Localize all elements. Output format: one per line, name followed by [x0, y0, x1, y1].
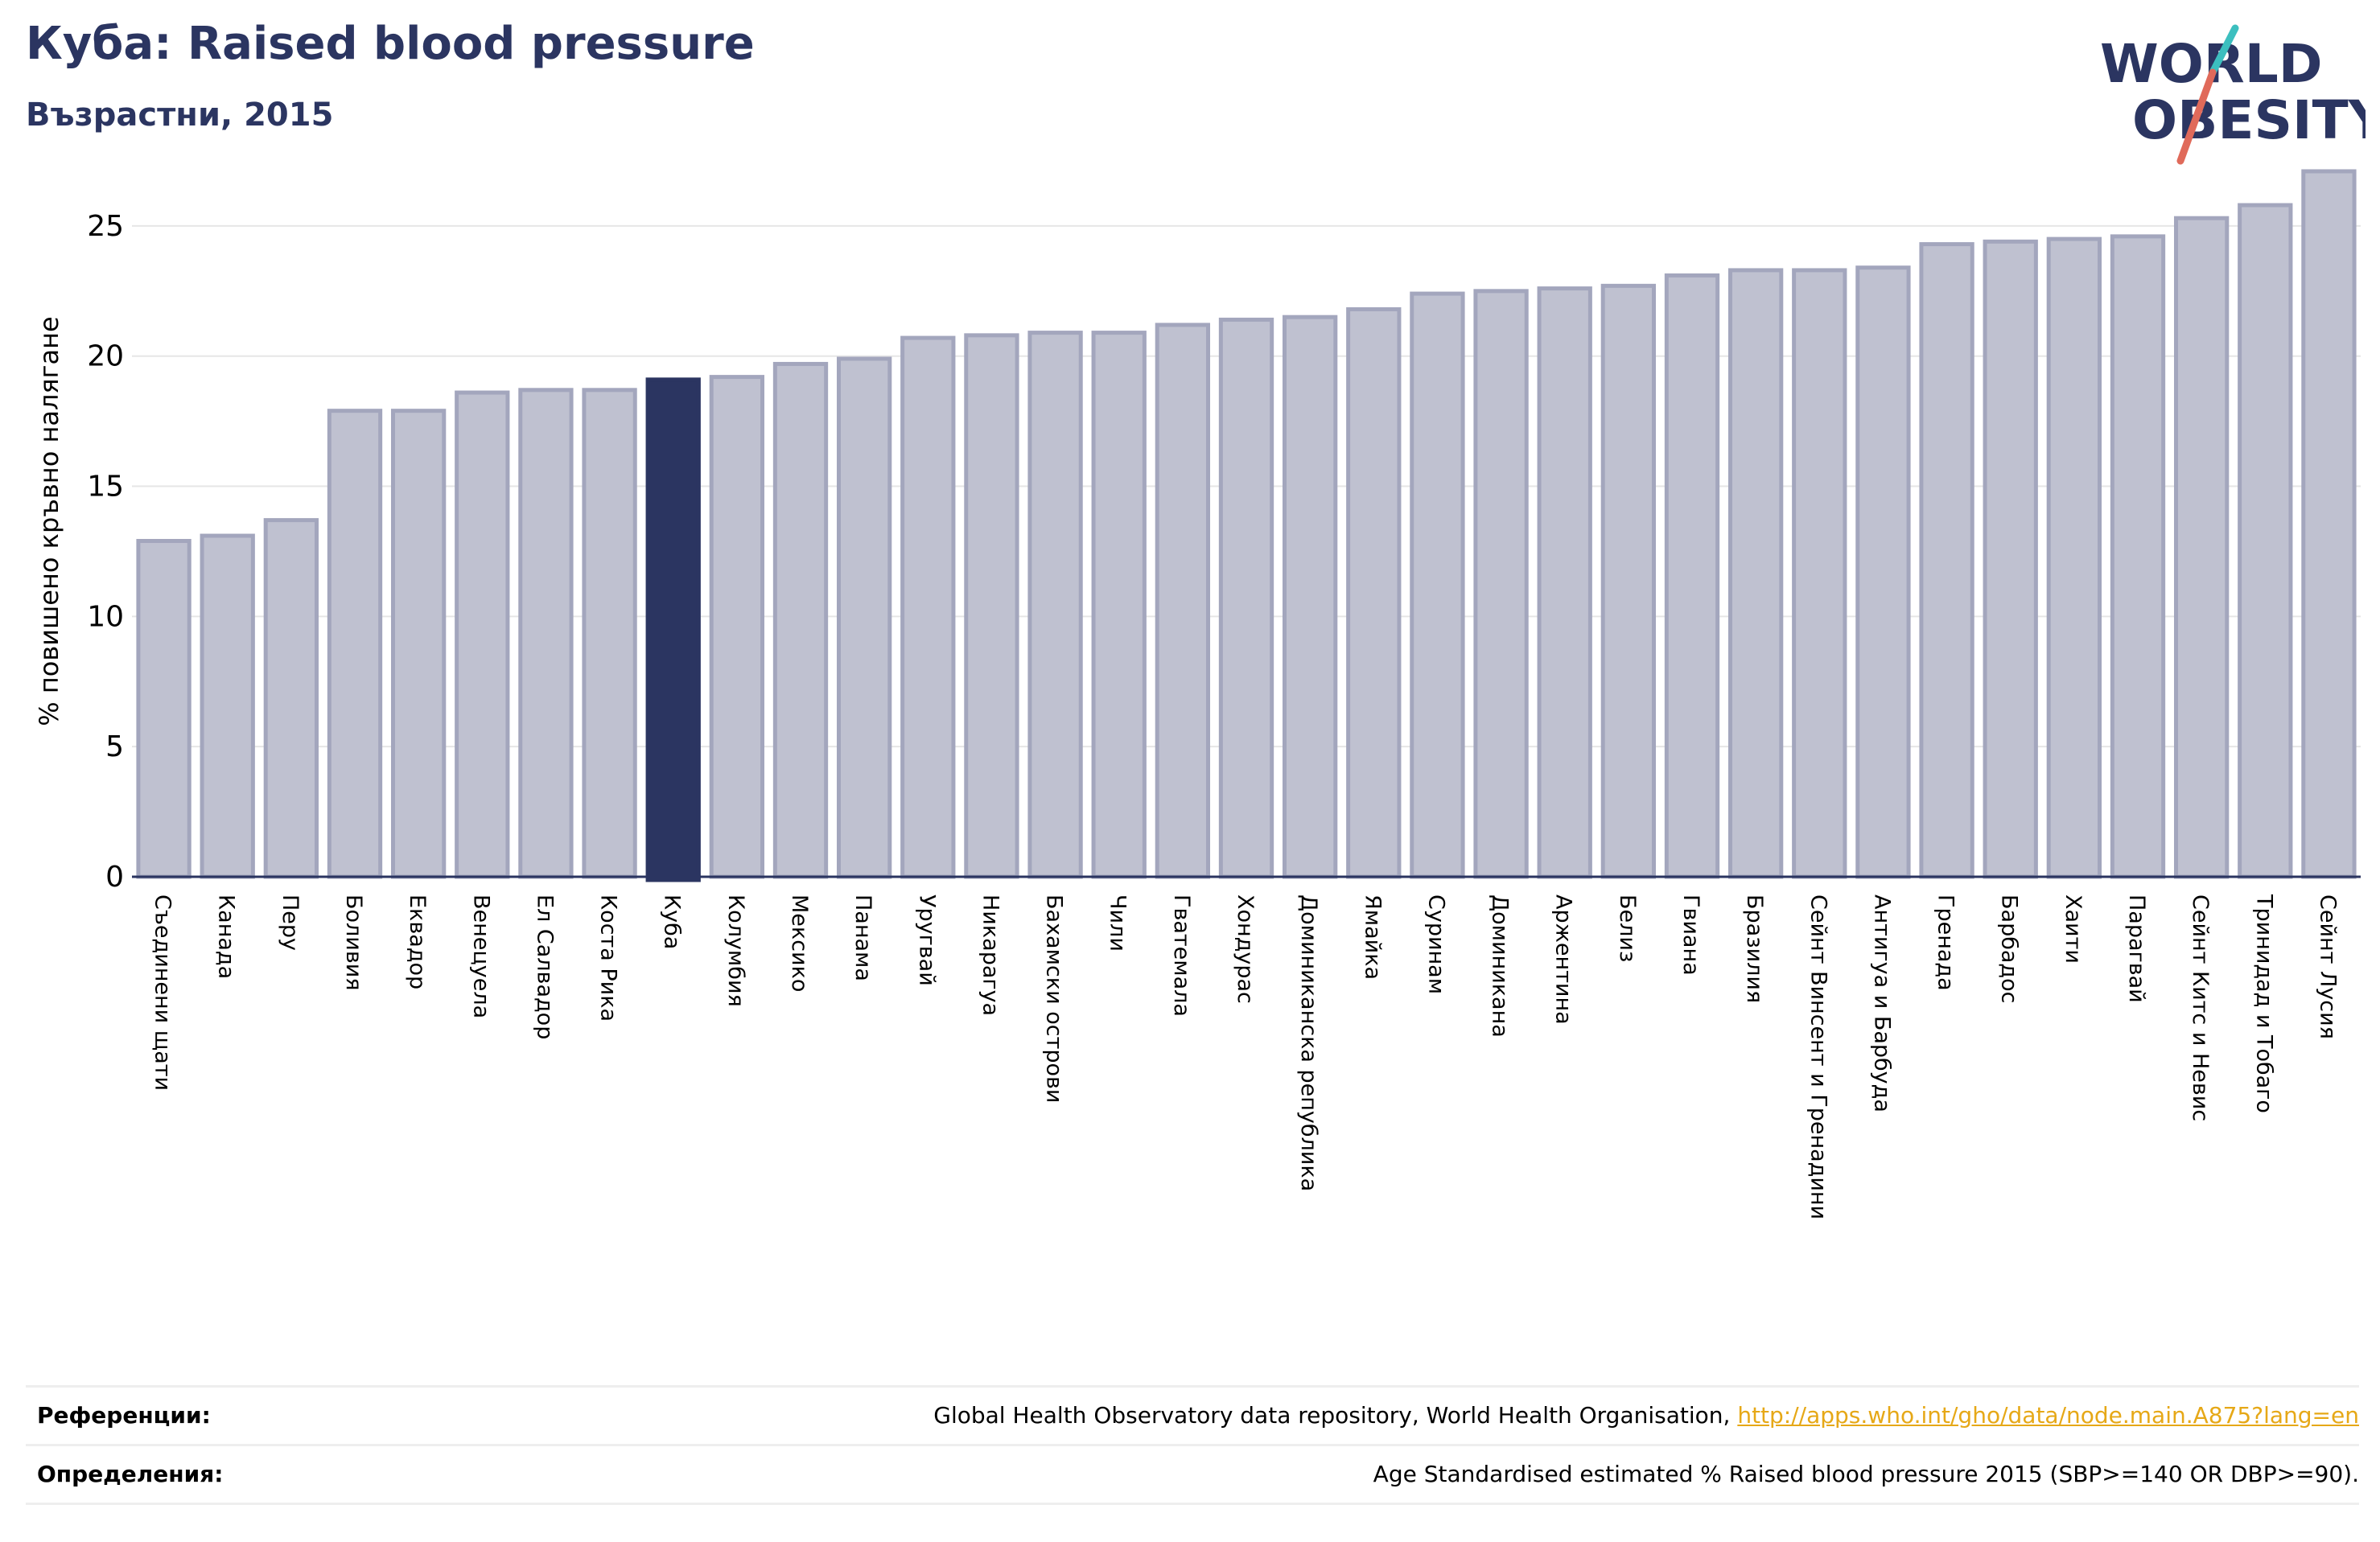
bar-32	[2110, 234, 2166, 879]
x-tick-label: Коста Рика	[596, 894, 621, 1022]
bar-26	[1727, 268, 1784, 879]
bar-23	[1537, 286, 1592, 879]
x-tick-label: Барбадос	[1997, 894, 2022, 1003]
y-tick-label: 0	[105, 861, 124, 894]
x-tick-label: Никарагуа	[978, 894, 1003, 1016]
x-tick-label: Чили	[1106, 894, 1130, 952]
x-tick-label: Аржентина	[1551, 894, 1576, 1025]
bar-chart: 0 5 10 15 20 25 Съединени щати Канада Перу Боливи…	[34, 169, 2361, 1219]
x-tick-label: Суринам	[1423, 894, 1448, 994]
chart-title: Куба: Raised blood pressure	[26, 18, 755, 70]
x-tick-label: Панама	[850, 894, 875, 981]
x-tick-label: Уругвай	[914, 894, 939, 986]
y-tick-label: 25	[87, 210, 124, 243]
bar-27	[1792, 268, 1847, 879]
x-tick-label: Белиз	[1615, 894, 1640, 962]
x-tick-label: Бахамски острови	[1042, 894, 1067, 1103]
bar-22	[1473, 289, 1529, 879]
bar-6	[455, 390, 510, 879]
x-tick-label: Парагвай	[2124, 894, 2149, 1003]
x-tick-label: Тринидад и Тобаго	[2251, 894, 2276, 1113]
x-tick-label: Сейнт Китс и Невис	[2188, 894, 2213, 1121]
bar-19	[1282, 315, 1338, 879]
x-tick-label: Съединени щати	[150, 894, 175, 1091]
bar-4	[327, 409, 383, 879]
x-tick-label: Бразилия	[1742, 894, 1767, 1003]
bar-8	[582, 388, 637, 879]
bar-10	[709, 375, 765, 879]
bar-18	[1218, 317, 1274, 879]
bar-16	[1091, 331, 1147, 879]
bar-24	[1600, 283, 1657, 879]
y-tick-label: 15	[87, 471, 124, 504]
bars	[136, 169, 2357, 882]
y-axis-label: % повишено кръвно налягане	[34, 316, 64, 726]
bar-20	[1346, 306, 1402, 879]
x-tick-label: Сейнт Винсент и Гренадини	[1806, 894, 1830, 1219]
chart-subtitle: Възрастни, 2015	[26, 97, 334, 134]
x-tick-label: Сейнт Лусия	[2315, 894, 2340, 1039]
bar-33	[2173, 216, 2230, 879]
bar-3	[263, 518, 319, 879]
definitions-label: Определения:	[37, 1461, 224, 1487]
bar-25	[1664, 273, 1720, 879]
x-tick-label: Гватемала	[1169, 894, 1194, 1017]
logo-slash-top	[2209, 24, 2239, 76]
reference-table: Референции: Global Health Observatory da…	[26, 1385, 2359, 1505]
x-tick-label: Колумбия	[723, 894, 748, 1007]
references-text: Global Health Observatory data repositor…	[933, 1402, 2359, 1429]
y-tick-label: 10	[87, 600, 124, 633]
x-tick-label: Доминиканска република	[1296, 894, 1321, 1191]
x-tick-label: Хаити	[2061, 894, 2086, 964]
bar-12	[836, 356, 892, 879]
logo-line-2: OBESITY	[2132, 89, 2366, 151]
bar-34	[2238, 203, 2293, 879]
bar-5	[390, 409, 447, 879]
references-source: Global Health Observatory data repositor…	[933, 1402, 1738, 1429]
bar-1	[136, 539, 191, 879]
x-tick-label: Канада	[214, 894, 239, 979]
bar-13	[900, 335, 956, 879]
references-row: Референции: Global Health Observatory da…	[26, 1385, 2359, 1444]
x-tick-label: Хондурас	[1233, 894, 1258, 1004]
x-tick-label: Куба	[660, 894, 685, 949]
y-tick-label: 5	[105, 730, 124, 763]
axes: 0 5 10 15 20 25 Съединени щати Канада Перу Боливи…	[87, 210, 2361, 1219]
bar-31	[2046, 236, 2102, 879]
x-tick-label: Мексико	[787, 894, 812, 992]
x-tick-label: Боливия	[341, 894, 366, 991]
bar-30	[1983, 239, 2038, 879]
bar-35	[2301, 169, 2357, 879]
logo-slash-bottom	[2176, 68, 2217, 165]
references-label: Референции:	[37, 1402, 211, 1429]
definitions-text: Age Standardised estimated % Raised bloo…	[1373, 1461, 2359, 1487]
x-tick-label: Ямайка	[1360, 894, 1385, 980]
x-tick-label: Гвиана	[1678, 894, 1703, 976]
x-tick-label: Ел Салвадор	[532, 894, 557, 1039]
definitions-row: Определения: Age Standardised estimated …	[26, 1444, 2359, 1505]
x-tick-label: Еквадор	[405, 894, 430, 989]
bar-28	[1855, 265, 1911, 879]
bar-9	[645, 377, 701, 882]
bar-2	[200, 533, 255, 879]
x-tick-label: Гренада	[1933, 894, 1958, 991]
bar-11	[772, 361, 829, 879]
bar-17	[1155, 323, 1211, 879]
y-tick-label: 20	[87, 340, 124, 373]
x-tick-label: Венецуела	[468, 894, 493, 1018]
bar-15	[1027, 331, 1083, 879]
bar-14	[964, 333, 1019, 879]
x-tick-label: Доминикана	[1488, 894, 1513, 1038]
bar-7	[518, 388, 574, 879]
world-obesity-logo: WORLD OBESITY	[2100, 24, 2366, 165]
bar-29	[1919, 242, 1974, 879]
x-tick-label: Перу	[278, 894, 303, 951]
bar-21	[1410, 291, 1465, 879]
x-tick-label: Антигуа и Барбуда	[1869, 894, 1894, 1112]
references-link[interactable]: http://apps.who.int/gho/data/node.main.A…	[1737, 1402, 2359, 1429]
